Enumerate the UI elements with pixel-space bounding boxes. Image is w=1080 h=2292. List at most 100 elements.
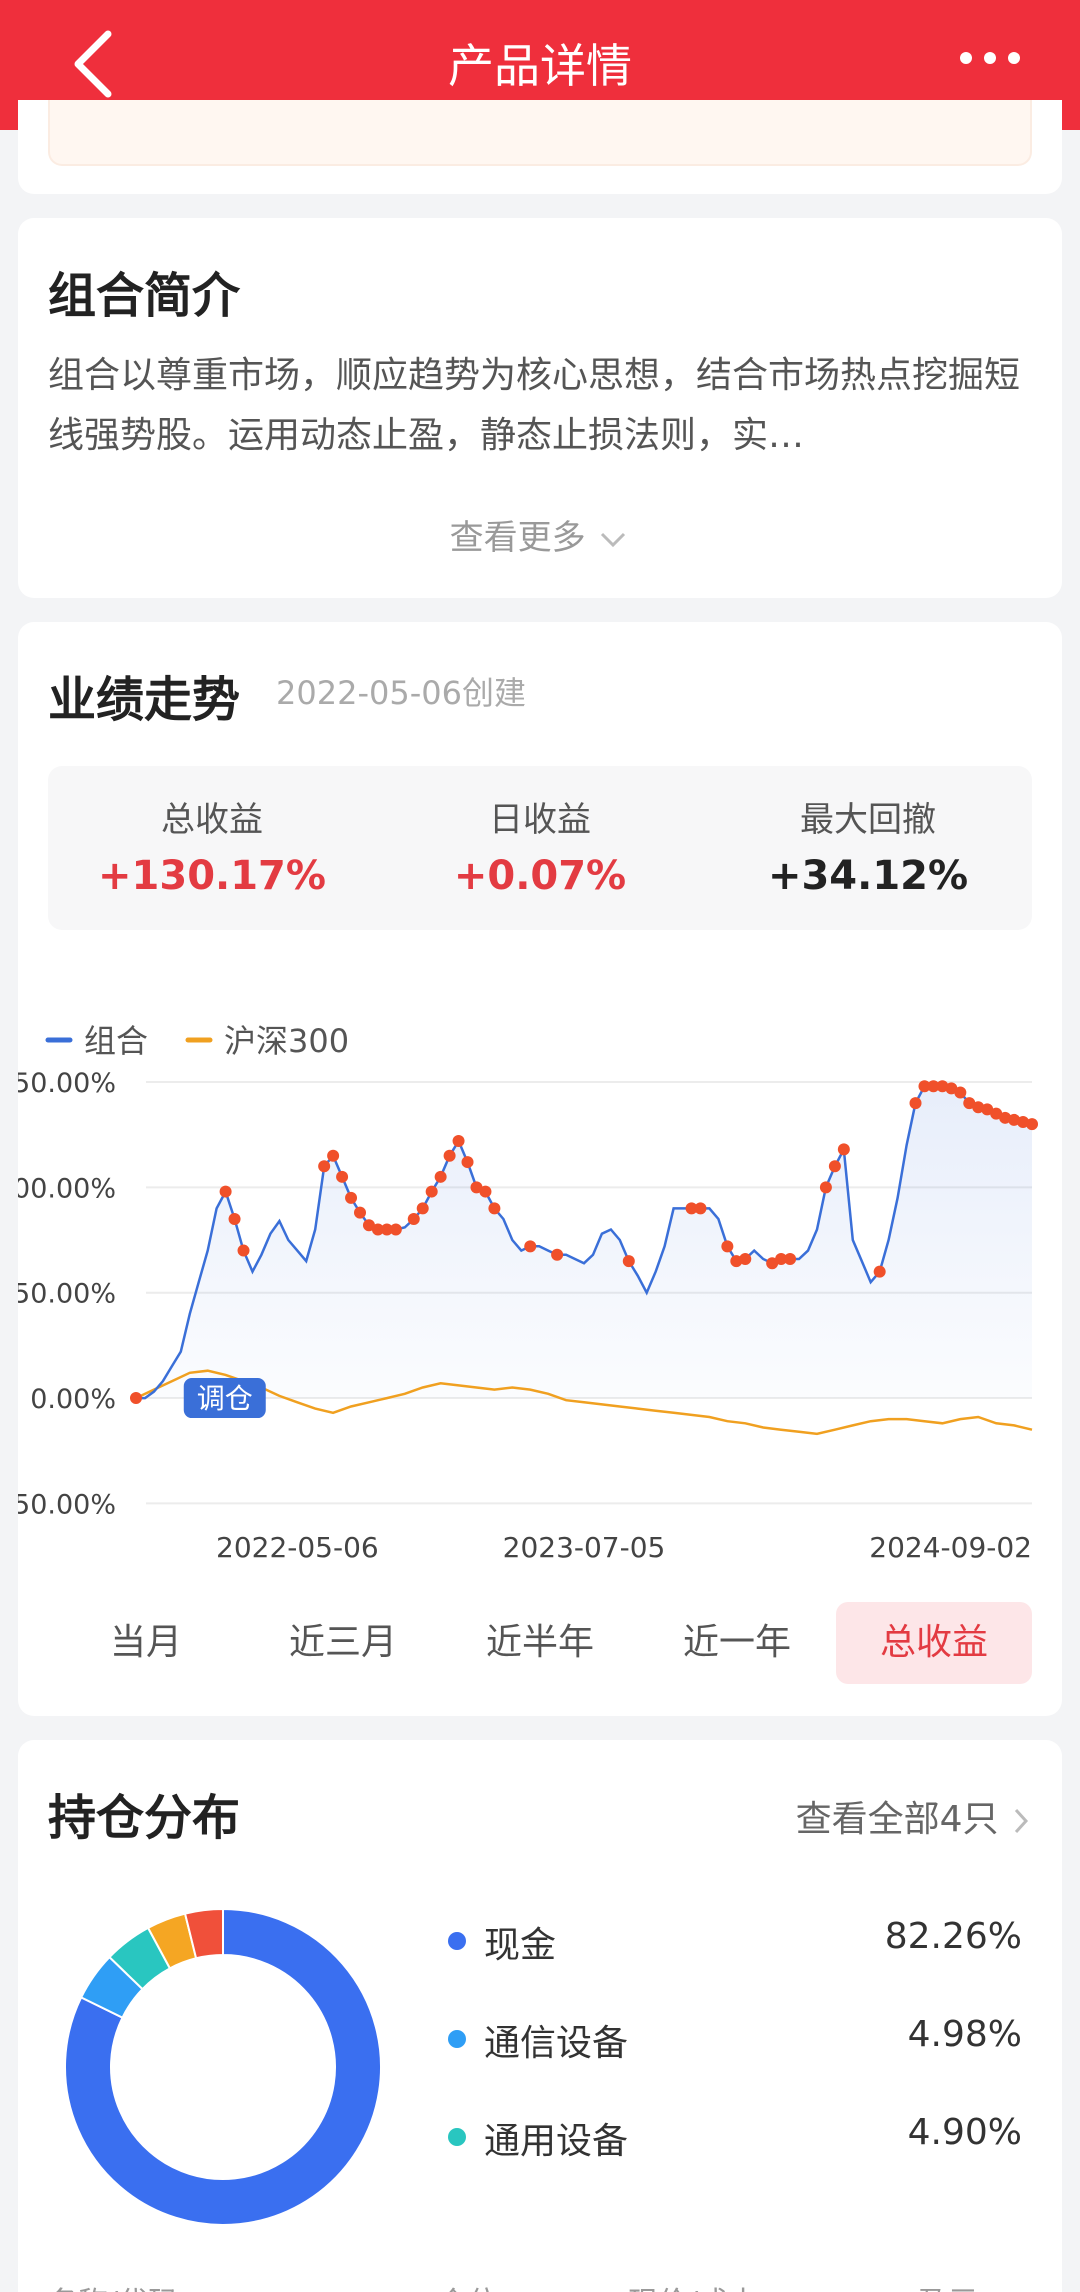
trade-marker-point xyxy=(354,1206,366,1219)
column-header-name: 名称/代码 xyxy=(48,2278,178,2292)
period-tab-3month[interactable]: 近三月 xyxy=(288,1622,397,1663)
portfolio-area xyxy=(136,1086,1032,1399)
trade-marker-point xyxy=(425,1185,438,1198)
see-more-button[interactable]: 查看更多 xyxy=(18,510,1062,559)
holding-pct: 4.98% xyxy=(907,2014,1022,2055)
trade-marker-point xyxy=(389,1223,402,1236)
trade-marker-point xyxy=(685,1202,698,1215)
holdings-title: 持仓分布 xyxy=(48,1790,241,1846)
y-axis-ticks: 150.00% 100.00% 50.00% 0.00% -50.00% xyxy=(18,1068,116,1520)
trade-marker-point xyxy=(837,1143,850,1156)
trade-marker-point xyxy=(470,1181,483,1194)
trade-marker-point xyxy=(739,1252,752,1265)
portfolio-line xyxy=(136,1084,1033,1400)
holdings-donut-chart xyxy=(64,1907,382,2226)
holding-dot xyxy=(448,2128,466,2146)
holding-dot xyxy=(448,1932,466,1950)
trade-marker-point xyxy=(721,1240,734,1253)
trade-marker-point xyxy=(524,1240,537,1253)
holding-legend-row[interactable]: 通用设备 4.90% xyxy=(448,2106,1022,2166)
trade-marker-point xyxy=(130,1392,142,1405)
performance-card: 业绩走势 2022-05-06创建 总收益 +130.17% 日收益 +0.07… xyxy=(18,622,1062,1716)
trade-marker-point xyxy=(327,1149,340,1162)
trade-marker-point xyxy=(909,1097,922,1110)
stat-value: +0.07% xyxy=(453,853,627,899)
page-title: 产品详情 xyxy=(448,39,632,93)
trade-marker-point xyxy=(999,1111,1012,1124)
chevron-right-icon xyxy=(1014,1808,1029,1834)
donut-slice xyxy=(64,1907,382,2226)
trade-marker-point xyxy=(336,1170,349,1183)
performance-chart[interactable]: 组合 沪深300 150.00% 100.00% 50.00% 0.00% -50.00%… xyxy=(18,972,1062,1572)
trade-marker-point xyxy=(819,1181,832,1194)
view-all-holdings-link[interactable]: 查看全部4只 xyxy=(796,1790,1032,1842)
trade-marker-point xyxy=(219,1185,232,1198)
holding-legend-row[interactable]: 通信设备 4.98% xyxy=(448,2008,1022,2068)
trade-marker-point xyxy=(318,1160,331,1173)
back-arrow-icon[interactable] xyxy=(60,24,130,104)
created-date: 2022-05-06创建 xyxy=(276,674,526,712)
trade-marker-point xyxy=(1026,1118,1038,1131)
more-options-icon[interactable] xyxy=(940,38,1040,78)
holding-name: 现金 xyxy=(484,1925,557,1966)
y-tick-label: 0.00% xyxy=(30,1384,116,1415)
annotation-box xyxy=(183,1378,266,1419)
stat-value: +34.12% xyxy=(767,853,969,899)
column-header-position: 仓位 xyxy=(438,2278,498,2292)
holding-pct: 4.90% xyxy=(907,2112,1022,2153)
stat-value: +130.17% xyxy=(98,853,326,899)
trade-marker-point xyxy=(766,1257,779,1270)
chart-legend: 组合 沪深300 xyxy=(45,1022,349,1060)
trade-marker-point xyxy=(775,1252,788,1265)
holding-pct: 82.26% xyxy=(884,1916,1022,1957)
trade-marker-point xyxy=(990,1107,1003,1120)
holding-legend-row[interactable]: 现金 82.26% xyxy=(448,1910,1022,1970)
y-tick-label: 150.00% xyxy=(18,1068,116,1099)
view-all-label: 查看全部4只 xyxy=(795,1799,999,1840)
trade-marker-point xyxy=(443,1149,456,1162)
period-tab-6month[interactable]: 近半年 xyxy=(485,1622,594,1663)
trade-marker-point xyxy=(1008,1113,1021,1126)
y-tick-label: -50.00% xyxy=(18,1489,116,1520)
trade-marker-point xyxy=(981,1103,994,1116)
column-header-pnl: 盈亏 xyxy=(918,2278,978,2292)
trade-markers xyxy=(130,1080,1038,1405)
donut-slice xyxy=(183,1907,224,1960)
previous-card-bottom xyxy=(18,100,1062,194)
stats-panel: 总收益 +130.17% 日收益 +0.07% 最大回撤 +34.12% xyxy=(48,766,1032,930)
trade-marker-point xyxy=(488,1202,501,1215)
chevron-down-icon xyxy=(601,532,626,547)
trade-marker-point xyxy=(407,1212,420,1225)
trade-marker-point xyxy=(784,1252,797,1265)
legend-label: 沪深300 xyxy=(224,1022,349,1060)
holding-name: 通信设备 xyxy=(484,2023,629,2064)
column-header-price: 现价/成本 xyxy=(628,2278,758,2292)
trade-marker-point xyxy=(954,1086,967,1099)
see-more-label: 查看更多 xyxy=(449,518,586,558)
stat-total-return: 总收益 +130.17% xyxy=(48,792,376,899)
trade-marker-point xyxy=(228,1212,241,1225)
performance-title: 业绩走势 xyxy=(48,672,241,728)
x-tick-label: 2024-09-02 xyxy=(869,1531,1032,1564)
trade-marker-point xyxy=(936,1080,949,1093)
trade-marker-point xyxy=(461,1156,474,1169)
period-tab-1year[interactable]: 近一年 xyxy=(682,1622,791,1663)
period-tab-month[interactable]: 当月 xyxy=(109,1622,182,1663)
rebalance-annotation[interactable]: 调仓 xyxy=(183,1378,266,1419)
intro-card: 组合简介 组合以尊重市场，顺应趋势为核心思想，结合市场热点挖掘短线强势股。运用动… xyxy=(18,218,1062,598)
trade-marker-point xyxy=(873,1265,886,1278)
stat-label: 最大回撤 xyxy=(800,800,936,840)
benchmark-line xyxy=(135,1369,1033,1436)
trade-marker-point xyxy=(237,1244,250,1257)
intro-title: 组合简介 xyxy=(48,268,241,324)
trade-marker-point xyxy=(828,1160,841,1173)
x-tick-label: 2022-05-06 xyxy=(216,1531,379,1564)
trade-marker-point xyxy=(963,1097,976,1110)
period-selector: 当月 近三月 近半年 近一年 总收益 xyxy=(48,1602,1032,1684)
trade-marker-point xyxy=(694,1202,707,1215)
intro-text: 组合以尊重市场，顺应趋势为核心思想，结合市场热点挖掘短线强势股。运用动态止盈，静… xyxy=(48,355,1021,456)
holdings-card: 持仓分布 查看全部4只 现金 82.26% 通信设备 4.98% 通用设备 4.… xyxy=(18,1740,1062,2292)
trade-marker-point xyxy=(945,1082,958,1095)
period-tab-total[interactable]: 总收益 xyxy=(836,1602,1032,1684)
trade-marker-point xyxy=(551,1248,564,1261)
